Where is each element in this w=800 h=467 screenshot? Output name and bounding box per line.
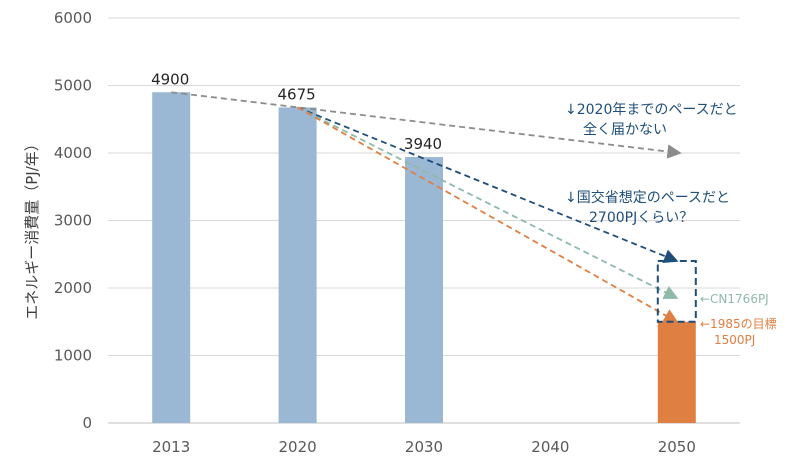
target-box-outline (656, 260, 697, 323)
annotation-line: 全く届かない (583, 121, 667, 138)
y-axis-label: エネルギー消費量（PJ/年） (23, 136, 41, 320)
bars (152, 92, 696, 424)
trend-arrow (297, 106, 679, 263)
y-tick-label: 6000 (54, 9, 92, 27)
trend-arrows (171, 91, 682, 323)
annotation-line: ←CN1766PJ (700, 292, 769, 306)
annotation-line: ↓国交省想定のペースだと (565, 189, 730, 206)
y-tick-label: 0 (82, 414, 92, 432)
annotation-line: ↓2020年までのペースだと (565, 102, 738, 118)
annotation-line: 2700PJくらい？ (589, 210, 693, 226)
bar-2013 (152, 92, 191, 423)
y-tick-labels: 0 1000 2000 3000 4000 5000 6000 (54, 9, 92, 432)
y-tick-label: 4000 (54, 144, 92, 162)
trend-arrow (171, 91, 682, 159)
y-tick-label: 1000 (54, 347, 92, 365)
x-tick-label: 2013 (152, 438, 190, 456)
x-tick-label: 2020 (279, 438, 317, 456)
x-tick-label: 2030 (405, 438, 443, 456)
trend-arrow (297, 106, 679, 323)
bar-2030 (405, 157, 443, 424)
data-labels: 4900 4675 3940 (151, 70, 442, 153)
y-tick-label: 2000 (54, 279, 92, 297)
x-tick-label: 2050 (658, 438, 696, 456)
y-tick-label: 5000 (54, 77, 92, 95)
data-label-2030: 3940 (404, 135, 442, 153)
annotation-line: 1500PJ (714, 333, 755, 347)
data-label-2020: 4675 (278, 85, 316, 103)
annotation-line: ←1985の目標 (700, 317, 777, 331)
bar-2050 (657, 321, 696, 423)
bar-2020 (278, 107, 317, 423)
x-tick-label: 2040 (531, 438, 569, 456)
y-tick-label: 3000 (54, 212, 92, 230)
data-label-2013: 4900 (151, 70, 189, 88)
trend-arrow (297, 106, 679, 299)
x-tick-labels: 2013 2020 2030 2040 2050 (152, 438, 696, 456)
target-box (656, 260, 697, 323)
